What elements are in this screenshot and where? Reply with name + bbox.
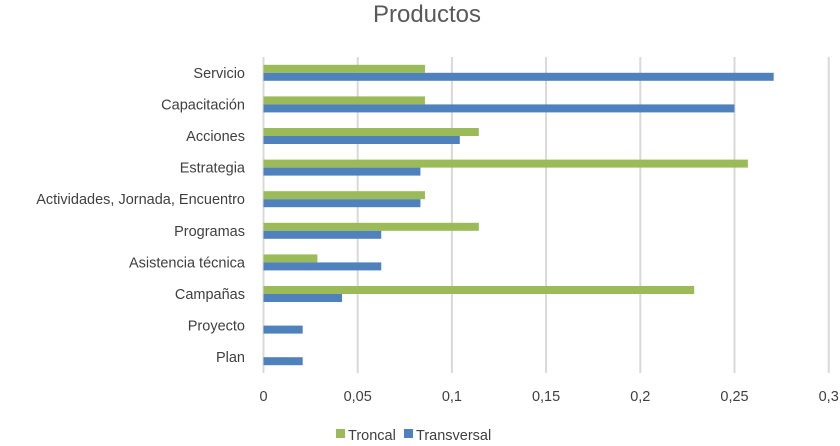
- bar-transversal: [263, 199, 421, 208]
- x-tick-label: 0: [259, 389, 267, 405]
- bar-transversal: [263, 294, 343, 302]
- bar-transversal: [263, 167, 421, 176]
- x-tick-label: 0,3: [819, 389, 839, 405]
- bar-troncal: [263, 128, 479, 136]
- legend: Troncal Transversal: [336, 428, 491, 444]
- bar-troncal: [263, 254, 318, 263]
- category-label: Asistencia técnica: [129, 255, 246, 271]
- legend-swatch-transversal: [404, 429, 413, 438]
- category-label: Acciones: [186, 129, 245, 145]
- category-label: Estrategia: [180, 161, 246, 177]
- bar-transversal: [263, 136, 460, 144]
- x-tick-label: 0,15: [532, 389, 560, 405]
- bar-transversal: [263, 104, 735, 113]
- category-label: Campañas: [175, 287, 245, 303]
- category-label: Plan: [216, 350, 245, 366]
- category-label: Proyecto: [188, 319, 245, 335]
- category-labels: Servicio Capacitación Acciones Estrategia Ac…: [36, 66, 246, 366]
- bar-troncal: [263, 96, 425, 105]
- category-label: Programas: [174, 224, 245, 240]
- legend-swatch-troncal: [336, 429, 345, 438]
- bar-transversal: [263, 325, 303, 334]
- bar-transversal: [263, 230, 382, 239]
- bar-troncal: [263, 222, 479, 231]
- bar-troncal: [263, 64, 425, 73]
- x-tick-label: 0,25: [720, 389, 748, 405]
- legend-label-transversal: Transversal: [416, 428, 491, 444]
- bar-troncal: [263, 286, 695, 294]
- bar-troncal: [263, 159, 748, 168]
- chart-title: Productos: [373, 1, 481, 28]
- x-tick-label: 0,2: [630, 389, 650, 405]
- category-label: Servicio: [193, 66, 245, 82]
- bar-transversal: [263, 262, 382, 271]
- x-tick-label: 0,1: [442, 389, 462, 405]
- bar-transversal: [263, 357, 303, 366]
- category-label: Capacitación: [161, 97, 245, 113]
- bar-transversal: [263, 72, 774, 81]
- bar-troncal: [263, 191, 425, 200]
- bars: [263, 64, 774, 366]
- x-tick-label: 0,05: [344, 389, 372, 405]
- category-label: Actividades, Jornada, Encuentro: [36, 192, 245, 208]
- legend-label-troncal: Troncal: [348, 428, 396, 444]
- x-tick-labels: 0 0,05 0,1 0,15 0,2 0,25 0,3: [259, 389, 838, 405]
